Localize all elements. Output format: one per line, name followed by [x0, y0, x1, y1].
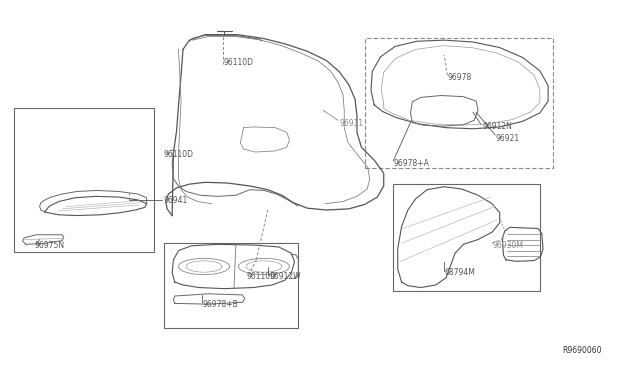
Text: 96110D: 96110D — [223, 58, 253, 67]
Text: 96975N: 96975N — [35, 241, 65, 250]
Text: 96110D: 96110D — [164, 150, 194, 159]
Bar — [164, 243, 298, 328]
Bar — [394, 184, 540, 291]
Text: 96930M: 96930M — [492, 241, 523, 250]
Bar — [14, 109, 154, 253]
Text: 68794M: 68794M — [444, 268, 475, 277]
Text: 96912W: 96912W — [269, 272, 301, 281]
Text: 96921: 96921 — [495, 134, 520, 142]
Text: 96911: 96911 — [339, 119, 364, 128]
Text: 96978: 96978 — [447, 73, 472, 81]
Text: 96978+B: 96978+B — [202, 300, 238, 310]
Text: 96941: 96941 — [164, 196, 188, 205]
Text: 96978+A: 96978+A — [394, 159, 429, 169]
Text: 96110D: 96110D — [246, 272, 276, 281]
Text: 96912N: 96912N — [483, 122, 513, 131]
Text: R9690060: R9690060 — [562, 346, 602, 355]
